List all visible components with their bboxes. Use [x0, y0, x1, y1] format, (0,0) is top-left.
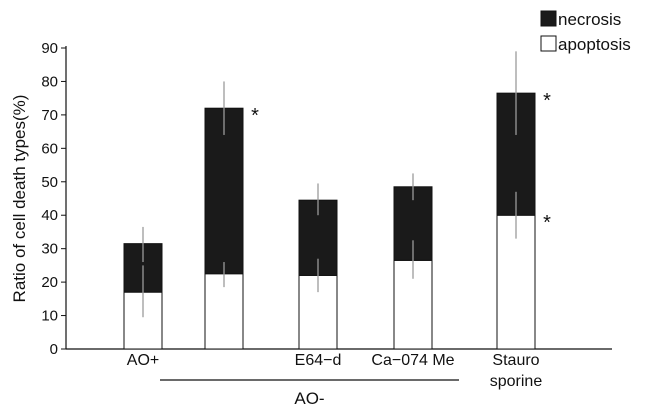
category-label: Ca−074 Me — [371, 352, 454, 369]
y-tick-label: 90 — [41, 40, 58, 57]
y-tick-label: 50 — [41, 174, 58, 191]
y-tick-label: 60 — [41, 140, 58, 157]
significance-mark: * — [251, 105, 259, 127]
legend-swatch-necrosis — [540, 10, 557, 27]
category-label: AO+ — [127, 352, 159, 369]
legend-label-necrosis: necrosis — [558, 10, 621, 29]
category-label: sporine — [490, 373, 543, 390]
legend-swatch-apoptosis — [540, 35, 557, 52]
y-tick-label: 20 — [41, 274, 58, 291]
y-tick-label: 40 — [41, 207, 58, 224]
group-label: AO- — [294, 389, 324, 408]
category-label: E64−d — [295, 352, 342, 369]
significance-mark: * — [543, 90, 551, 112]
y-tick-label: 30 — [41, 241, 58, 258]
y-tick-label: 70 — [41, 107, 58, 124]
y-axis-title: Ratio of cell death types(%) — [10, 95, 29, 303]
significance-mark: * — [543, 212, 551, 234]
y-tick-label: 0 — [50, 341, 58, 358]
y-tick-label: 80 — [41, 73, 58, 90]
legend-label-apoptosis: apoptosis — [558, 35, 631, 54]
category-label: Stauro — [492, 352, 539, 369]
y-tick-label: 10 — [41, 308, 58, 325]
